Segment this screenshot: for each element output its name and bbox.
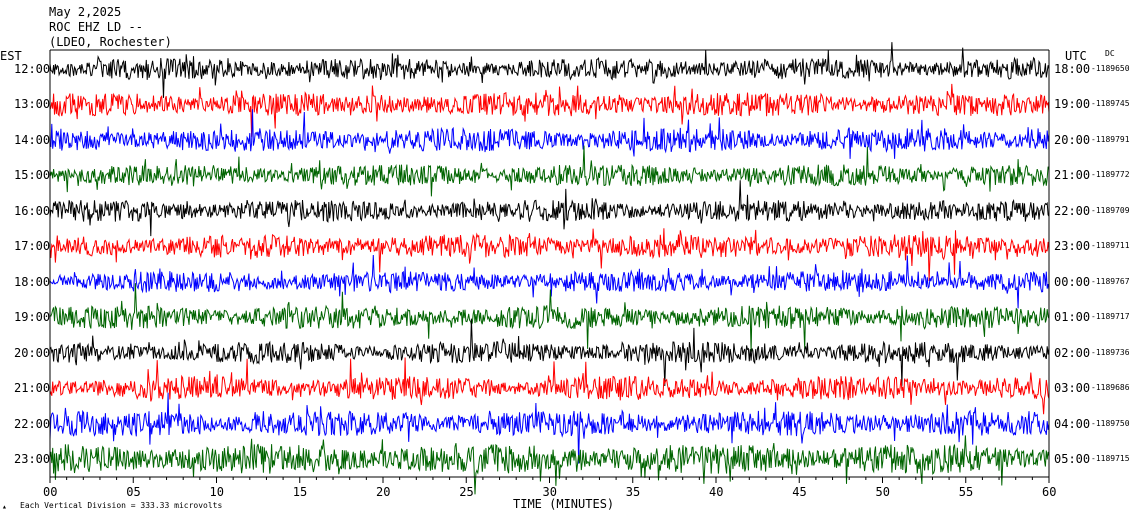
dc-offset-label: -1189711 [1091, 241, 1130, 251]
seismic-traces [49, 42, 1050, 495]
trace-row [49, 435, 1050, 495]
trace-row [49, 318, 1050, 387]
scale-note: Each Vertical Division = 333.33 microvol… [20, 501, 223, 510]
left-timezone: EST [0, 49, 22, 63]
header-station: ROC EHZ LD -- [49, 20, 143, 34]
left-time-label: 20:00 [14, 345, 51, 360]
right-time-label: 20:00 [1054, 132, 1091, 147]
right-timezone: UTC [1065, 49, 1087, 63]
left-time-label: 14:00 [14, 132, 51, 147]
right-time-label: 00:00 [1054, 274, 1091, 289]
x-axis-title: TIME (MINUTES) [513, 497, 615, 511]
trace-row [49, 42, 1050, 98]
x-tick-label: 50 [875, 485, 890, 499]
x-tick-label: 15 [292, 485, 308, 499]
dc-offset-label: -1189791 [1091, 134, 1130, 144]
x-tick-label: 20 [376, 485, 391, 499]
dc-offset-label: -1189715 [1091, 453, 1130, 463]
x-tick-label: 25 [459, 485, 474, 499]
trace-row [49, 283, 1050, 352]
plot-frame [49, 49, 1050, 483]
left-time-label: 16:00 [14, 203, 51, 218]
dc-offset-label: -1189650 [1091, 64, 1130, 73]
dc-offset-label: -1189767 [1091, 276, 1130, 286]
trace-row [49, 392, 1050, 464]
x-tick-label: 45 [792, 485, 807, 499]
dc-offset-label: -1189686 [1091, 383, 1130, 393]
right-time-label: 22:00 [1054, 203, 1091, 218]
left-time-label: 12:00 [14, 62, 51, 76]
dc-offset-label: -1189709 [1091, 205, 1130, 215]
left-time-label: 17:00 [14, 239, 51, 254]
trace-row [49, 228, 1050, 282]
x-tick-label: 10 [209, 485, 224, 499]
x-tick-label: 35 [625, 485, 641, 499]
right-time-label: 18:00 [1054, 62, 1091, 76]
header-network: (LDEO, Rochester) [49, 35, 172, 49]
x-tick-label: 30 [542, 485, 557, 499]
left-time-label: 22:00 [14, 416, 51, 431]
trace-row [49, 180, 1050, 237]
x-tick-label: 40 [709, 485, 724, 499]
trace-row [49, 145, 1050, 197]
dc-offset-label: -1189745 [1091, 99, 1130, 109]
dc-offset-label: -1189717 [1091, 312, 1130, 322]
trace-row [49, 109, 1050, 159]
right-time-label: 03:00 [1054, 381, 1091, 396]
left-time-label: 18:00 [14, 274, 51, 289]
dc-offset-label: -1189736 [1091, 347, 1130, 357]
right-time-label: 04:00 [1054, 416, 1091, 431]
left-time-label: 23:00 [14, 451, 51, 466]
right-time-label: 01:00 [1054, 310, 1091, 325]
right-time-label: 05:00 [1054, 451, 1091, 466]
dc-offset-label: -1189772 [1091, 170, 1130, 180]
left-time-label: 19:00 [14, 310, 51, 325]
trace-row [49, 83, 1050, 137]
dc-label: DC [1105, 49, 1115, 58]
right-time-label: 19:00 [1054, 97, 1091, 112]
right-time-label: 23:00 [1054, 239, 1091, 254]
right-time-label: 21:00 [1054, 168, 1091, 183]
header-date: May 2,2025 [49, 5, 122, 19]
x-tick-label: 60 [1042, 485, 1057, 499]
x-tick-label: 00 [43, 485, 58, 499]
trace-row [49, 357, 1050, 415]
scale-note-icon: ▴ [2, 502, 7, 511]
x-tick-label: 05 [126, 485, 141, 499]
left-time-label: 13:00 [14, 97, 51, 112]
x-tick-label: 55 [958, 485, 974, 499]
dc-offset-label: -1189750 [1091, 418, 1130, 428]
right-time-label: 02:00 [1054, 345, 1091, 360]
left-time-label: 21:00 [14, 381, 51, 396]
trace-row [49, 254, 1050, 309]
left-time-label: 15:00 [14, 168, 51, 183]
